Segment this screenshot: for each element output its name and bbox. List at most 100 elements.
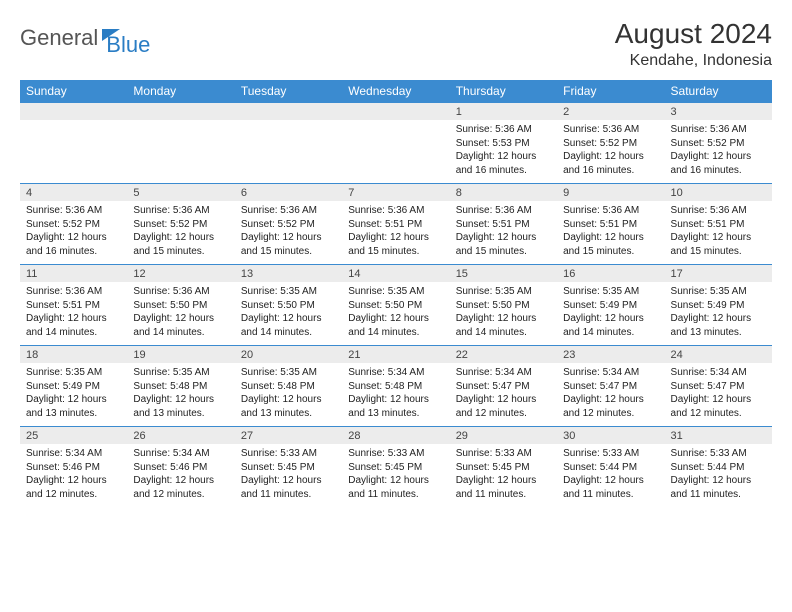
sunrise-text: Sunrise: 5:35 AM [671, 285, 766, 299]
day-number: 2 [563, 106, 569, 118]
day-details-cell: Sunrise: 5:36 AMSunset: 5:51 PMDaylight:… [342, 201, 449, 265]
week-number-row: 25262728293031 [20, 427, 772, 445]
day-details-cell: Sunrise: 5:35 AMSunset: 5:49 PMDaylight:… [665, 282, 772, 346]
sunrise-text: Sunrise: 5:36 AM [133, 285, 228, 299]
sunrise-text: Sunrise: 5:36 AM [563, 204, 658, 218]
sunset-text: Sunset: 5:50 PM [348, 299, 443, 313]
day-details-cell: Sunrise: 5:36 AMSunset: 5:51 PMDaylight:… [450, 201, 557, 265]
location-label: Kendahe, Indonesia [615, 52, 772, 70]
sunset-text: Sunset: 5:52 PM [563, 137, 658, 151]
day-number: 25 [26, 430, 38, 442]
sunset-text: Sunset: 5:48 PM [348, 380, 443, 394]
day-number: 3 [671, 106, 677, 118]
week-details-row: Sunrise: 5:36 AMSunset: 5:51 PMDaylight:… [20, 282, 772, 346]
day-details-cell: Sunrise: 5:36 AMSunset: 5:52 PMDaylight:… [557, 120, 664, 184]
sunset-text: Sunset: 5:46 PM [133, 461, 228, 475]
day-number-cell: 7 [342, 184, 449, 202]
day-details-cell: Sunrise: 5:35 AMSunset: 5:49 PMDaylight:… [20, 363, 127, 427]
day-number-cell: 25 [20, 427, 127, 445]
sunrise-text: Sunrise: 5:34 AM [26, 447, 121, 461]
day-details-cell: Sunrise: 5:36 AMSunset: 5:50 PMDaylight:… [127, 282, 234, 346]
week-number-row: 18192021222324 [20, 346, 772, 364]
day-number-cell [342, 103, 449, 121]
sunrise-text: Sunrise: 5:33 AM [348, 447, 443, 461]
sunrise-text: Sunrise: 5:35 AM [133, 366, 228, 380]
day-number: 26 [133, 430, 145, 442]
day-number-cell: 13 [235, 265, 342, 283]
week-details-row: Sunrise: 5:35 AMSunset: 5:49 PMDaylight:… [20, 363, 772, 427]
month-title: August 2024 [615, 18, 772, 50]
brand-part1: General [20, 25, 98, 51]
day-details-cell: Sunrise: 5:35 AMSunset: 5:48 PMDaylight:… [235, 363, 342, 427]
daylight-text: Daylight: 12 hours and 14 minutes. [241, 312, 336, 339]
sunrise-text: Sunrise: 5:36 AM [241, 204, 336, 218]
daylight-text: Daylight: 12 hours and 12 minutes. [671, 393, 766, 420]
day-details-cell: Sunrise: 5:33 AMSunset: 5:44 PMDaylight:… [557, 444, 664, 507]
sunset-text: Sunset: 5:49 PM [563, 299, 658, 313]
sunset-text: Sunset: 5:51 PM [563, 218, 658, 232]
sunrise-text: Sunrise: 5:36 AM [26, 285, 121, 299]
day-number-cell: 24 [665, 346, 772, 364]
daylight-text: Daylight: 12 hours and 11 minutes. [671, 474, 766, 501]
sunrise-text: Sunrise: 5:36 AM [348, 204, 443, 218]
day-number-cell: 21 [342, 346, 449, 364]
day-number-cell: 9 [557, 184, 664, 202]
sunrise-text: Sunrise: 5:35 AM [563, 285, 658, 299]
day-number: 22 [456, 349, 468, 361]
day-number-cell: 5 [127, 184, 234, 202]
sunset-text: Sunset: 5:52 PM [26, 218, 121, 232]
day-details-cell: Sunrise: 5:35 AMSunset: 5:50 PMDaylight:… [342, 282, 449, 346]
sunset-text: Sunset: 5:52 PM [241, 218, 336, 232]
day-number: 18 [26, 349, 38, 361]
day-header: Thursday [450, 80, 557, 103]
daylight-text: Daylight: 12 hours and 13 minutes. [348, 393, 443, 420]
day-number-cell: 17 [665, 265, 772, 283]
sunrise-text: Sunrise: 5:35 AM [241, 285, 336, 299]
title-block: August 2024 Kendahe, Indonesia [615, 18, 772, 70]
day-details-cell: Sunrise: 5:34 AMSunset: 5:47 PMDaylight:… [450, 363, 557, 427]
day-number-cell: 3 [665, 103, 772, 121]
day-number: 10 [671, 187, 683, 199]
day-details-cell: Sunrise: 5:36 AMSunset: 5:51 PMDaylight:… [557, 201, 664, 265]
day-number: 1 [456, 106, 462, 118]
sunset-text: Sunset: 5:46 PM [26, 461, 121, 475]
sunrise-text: Sunrise: 5:35 AM [348, 285, 443, 299]
day-details-cell: Sunrise: 5:33 AMSunset: 5:45 PMDaylight:… [450, 444, 557, 507]
day-number: 8 [456, 187, 462, 199]
day-number: 17 [671, 268, 683, 280]
daylight-text: Daylight: 12 hours and 14 minutes. [456, 312, 551, 339]
sunrise-text: Sunrise: 5:35 AM [26, 366, 121, 380]
day-number-cell: 1 [450, 103, 557, 121]
week-details-row: Sunrise: 5:36 AMSunset: 5:52 PMDaylight:… [20, 201, 772, 265]
sunset-text: Sunset: 5:51 PM [456, 218, 551, 232]
day-details-cell: Sunrise: 5:34 AMSunset: 5:47 PMDaylight:… [665, 363, 772, 427]
day-number: 13 [241, 268, 253, 280]
day-number: 27 [241, 430, 253, 442]
day-details-cell: Sunrise: 5:36 AMSunset: 5:53 PMDaylight:… [450, 120, 557, 184]
day-details-cell: Sunrise: 5:35 AMSunset: 5:49 PMDaylight:… [557, 282, 664, 346]
daylight-text: Daylight: 12 hours and 14 minutes. [563, 312, 658, 339]
sunrise-text: Sunrise: 5:34 AM [133, 447, 228, 461]
day-number-cell: 18 [20, 346, 127, 364]
daylight-text: Daylight: 12 hours and 14 minutes. [348, 312, 443, 339]
daylight-text: Daylight: 12 hours and 15 minutes. [133, 231, 228, 258]
day-details-cell: Sunrise: 5:35 AMSunset: 5:48 PMDaylight:… [127, 363, 234, 427]
day-number: 16 [563, 268, 575, 280]
day-number: 28 [348, 430, 360, 442]
sunset-text: Sunset: 5:47 PM [456, 380, 551, 394]
day-number-cell: 27 [235, 427, 342, 445]
daylight-text: Daylight: 12 hours and 14 minutes. [133, 312, 228, 339]
day-header: Tuesday [235, 80, 342, 103]
day-number-cell: 19 [127, 346, 234, 364]
daylight-text: Daylight: 12 hours and 13 minutes. [26, 393, 121, 420]
day-header: Monday [127, 80, 234, 103]
daylight-text: Daylight: 12 hours and 16 minutes. [671, 150, 766, 177]
sunset-text: Sunset: 5:44 PM [563, 461, 658, 475]
daylight-text: Daylight: 12 hours and 15 minutes. [241, 231, 336, 258]
day-number-cell: 23 [557, 346, 664, 364]
sunset-text: Sunset: 5:50 PM [241, 299, 336, 313]
sunset-text: Sunset: 5:45 PM [348, 461, 443, 475]
daylight-text: Daylight: 12 hours and 13 minutes. [133, 393, 228, 420]
daylight-text: Daylight: 12 hours and 11 minutes. [348, 474, 443, 501]
day-number-cell: 28 [342, 427, 449, 445]
